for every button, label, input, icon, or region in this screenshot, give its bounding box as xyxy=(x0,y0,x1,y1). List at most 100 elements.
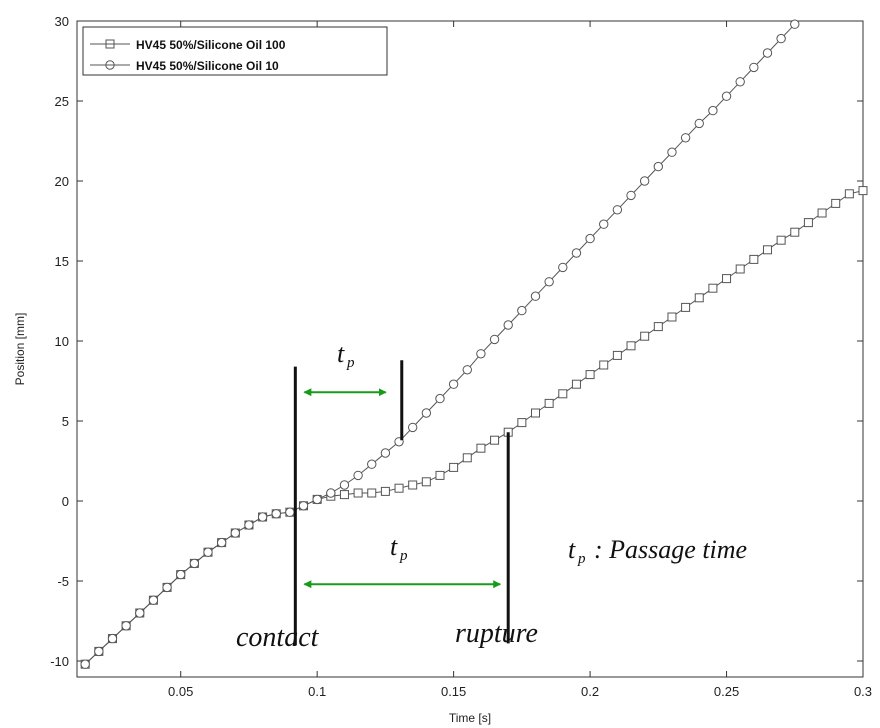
data-point-circle xyxy=(230,528,240,538)
data-point-circle xyxy=(271,509,281,519)
data-point-circle xyxy=(244,520,254,530)
data-point-square xyxy=(817,208,827,218)
data-point-square xyxy=(790,227,800,237)
data-point-circle xyxy=(749,62,759,73)
data-point-circle xyxy=(503,320,513,330)
data-point-circle xyxy=(121,621,131,631)
data-point-circle xyxy=(639,176,650,186)
data-point-square xyxy=(394,483,404,493)
x-tick-label: 0.2 xyxy=(581,684,599,699)
legend-marker-circle xyxy=(105,60,115,70)
data-point-circle xyxy=(448,379,459,389)
data-point-square xyxy=(626,341,636,351)
legend-marker-square xyxy=(105,39,115,49)
y-tick-label: 10 xyxy=(55,334,69,349)
data-point-square xyxy=(681,302,691,312)
data-point-circle xyxy=(585,233,595,244)
data-point-square xyxy=(612,350,622,360)
data-point-circle xyxy=(380,448,391,458)
rupture-label: rupture xyxy=(455,618,538,649)
data-point-circle xyxy=(694,118,704,129)
data-point-circle xyxy=(667,147,677,157)
data-point-circle xyxy=(721,91,732,101)
data-point-square xyxy=(449,462,459,472)
data-point-square xyxy=(380,486,390,496)
x-tick-label: 0.3 xyxy=(854,684,872,699)
series-layer xyxy=(80,19,868,669)
svg-text:p: p xyxy=(399,548,408,564)
data-point-circle xyxy=(203,547,213,557)
data-point-square xyxy=(599,360,609,370)
y-tick-label: 15 xyxy=(55,254,69,269)
data-point-square xyxy=(435,470,445,480)
y-tick-label: 25 xyxy=(55,94,69,109)
y-tick-label: -10 xyxy=(50,654,69,669)
y-tick-label: -5 xyxy=(57,574,69,589)
legend: HV45 50%/Silicone Oil 100 HV45 50%/Silic… xyxy=(82,26,388,76)
data-point-square xyxy=(476,443,486,453)
data-point-square xyxy=(844,189,854,199)
data-point-circle xyxy=(612,205,623,215)
data-point-square xyxy=(462,453,472,463)
data-point-circle xyxy=(571,248,582,258)
data-point-square xyxy=(339,490,349,500)
data-point-square xyxy=(694,293,704,303)
data-point-circle xyxy=(148,595,159,605)
data-point-square xyxy=(735,264,745,274)
data-point-circle xyxy=(135,608,145,618)
series-line-0 xyxy=(84,190,864,665)
data-point-square xyxy=(490,435,500,445)
data-point-circle xyxy=(476,349,486,359)
y-axis-title: Position [mm] xyxy=(13,313,27,386)
data-point-circle xyxy=(653,161,664,172)
data-point-square xyxy=(708,283,718,293)
data-point-circle xyxy=(762,48,773,58)
data-point-square xyxy=(803,218,813,228)
data-point-circle xyxy=(790,19,800,29)
data-point-circle xyxy=(189,558,200,569)
tp-label-bottom: t p xyxy=(390,532,408,564)
axis-ticks: 0.05 0.1 0.15 0.2 0.25 0.3 -10 -5 0 5 10 15 20 25 30 xyxy=(50,14,872,699)
svg-text:p: p xyxy=(346,355,355,371)
data-point-circle xyxy=(489,334,500,345)
tp-label-top: t p xyxy=(337,339,355,371)
data-point-square xyxy=(722,274,732,284)
y-tick-label: 0 xyxy=(62,494,69,509)
passage-time-legend: t p : Passage time xyxy=(568,535,747,567)
svg-text:t: t xyxy=(568,535,576,564)
data-point-circle xyxy=(298,501,309,511)
data-point-circle xyxy=(312,494,322,505)
data-point-circle xyxy=(626,190,636,201)
data-point-circle xyxy=(162,582,172,593)
data-point-square xyxy=(776,235,786,245)
data-point-circle xyxy=(94,646,104,657)
data-point-square xyxy=(571,379,581,389)
data-point-square xyxy=(667,312,677,322)
data-point-square xyxy=(558,389,568,399)
x-tick-label: 0.15 xyxy=(441,684,466,699)
svg-text:p: p xyxy=(577,551,586,567)
data-point-circle xyxy=(176,569,186,580)
data-point-square xyxy=(762,245,772,255)
data-point-square xyxy=(831,198,841,208)
data-point-square xyxy=(531,408,540,418)
y-tick-label: 30 xyxy=(55,14,69,29)
data-point-square xyxy=(585,370,595,380)
data-point-square xyxy=(367,488,377,498)
data-point-square xyxy=(749,254,759,264)
data-point-circle xyxy=(285,507,295,517)
data-point-circle xyxy=(216,537,227,548)
y-tick-label: 5 xyxy=(62,414,69,429)
data-point-circle xyxy=(107,633,118,644)
data-point-circle xyxy=(517,305,527,316)
data-point-square xyxy=(353,488,363,498)
data-point-circle xyxy=(776,33,786,44)
data-point-circle xyxy=(544,277,554,287)
data-point-circle xyxy=(708,105,718,116)
data-point-circle xyxy=(326,488,336,498)
y-tick-label: 20 xyxy=(55,174,69,189)
legend-box xyxy=(82,26,388,76)
data-point-square xyxy=(653,322,663,332)
legend-label-oil10: HV45 50%/Silicone Oil 10 xyxy=(136,59,279,73)
